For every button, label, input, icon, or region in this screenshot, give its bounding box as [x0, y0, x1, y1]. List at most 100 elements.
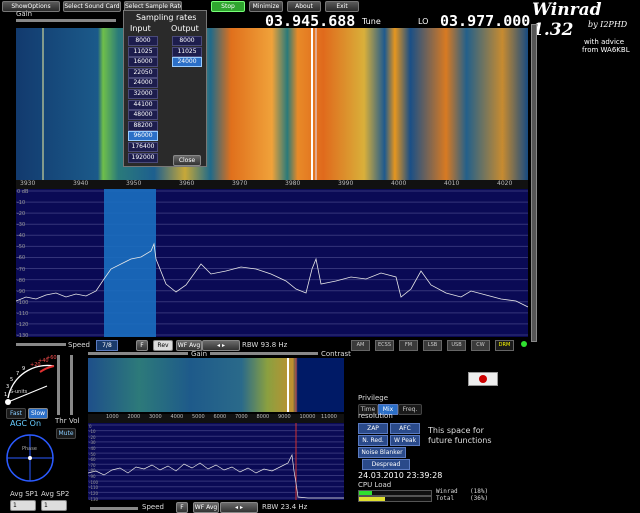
input-rate-option[interactable]: 22050 — [128, 67, 158, 78]
avg-sp1-select[interactable]: 1 — [10, 500, 36, 511]
top-db-tick-label: -100 — [17, 299, 29, 306]
sampling-rates-popup: Sampling rates Input Output 8000 11025 160… — [123, 10, 207, 167]
input-rate-option[interactable]: 176400 — [128, 142, 158, 152]
mode-button-ecss[interactable]: ECSS — [375, 340, 394, 351]
output-rate-option[interactable]: 11025 — [172, 46, 202, 57]
noise-blanker-button[interactable]: Noise Blanker — [358, 447, 406, 458]
phase-label: Phase — [22, 446, 37, 452]
bottom-f-button[interactable]: F — [176, 502, 188, 513]
vol-slider[interactable] — [70, 355, 73, 415]
output-rate-option[interactable]: 8000 — [172, 36, 202, 46]
mode-button-usb[interactable]: USB — [447, 340, 466, 351]
top-gain-label: Gain — [16, 10, 33, 18]
thr-slider[interactable] — [57, 355, 60, 415]
s-meter-scale-label: +60 — [46, 355, 57, 361]
top-speed-slider[interactable] — [16, 343, 66, 346]
output-rate-option[interactable]: 24000 — [172, 57, 202, 68]
top-wf-avg-stepper[interactable]: ◂ ▸ — [202, 340, 240, 351]
top-freq-tick-label: 3980 — [285, 180, 301, 187]
top-spectrum[interactable] — [16, 189, 528, 337]
close-button[interactable]: Close — [173, 155, 201, 166]
zap-button[interactable]: ZAP — [358, 423, 388, 434]
noise-reduction-button[interactable]: N. Red. — [358, 435, 388, 446]
top-wf-avg-button[interactable]: WF Avg — [176, 340, 202, 351]
bottom-waterfall[interactable] — [88, 358, 344, 412]
top-db-tick-label: -10 — [17, 200, 26, 207]
mode-button-fm[interactable]: FM — [399, 340, 418, 351]
top-f-button[interactable]: F — [136, 340, 148, 351]
tune-frequency[interactable]: 03.945.688 — [265, 12, 356, 30]
mode-button-drm[interactable]: DRM — [495, 340, 514, 351]
top-waterfall[interactable] — [16, 28, 528, 180]
contrast-slider[interactable] — [210, 352, 318, 355]
agc-slow-button[interactable]: Slow — [28, 408, 48, 419]
minimize-button[interactable]: Minimize — [249, 1, 283, 12]
avg-sp2-select[interactable]: 1 — [41, 500, 67, 511]
show-options-button[interactable]: ShowOptions — [2, 1, 60, 12]
bottom-freq-tick-label: 3000 — [149, 414, 162, 420]
speed-value[interactable]: 7/8 — [96, 340, 118, 351]
mix-resolution-button[interactable]: Mix — [378, 404, 398, 415]
bottom-db-tick-label: -110 — [89, 485, 99, 491]
thr-label: Thr — [55, 417, 67, 425]
bottom-freq-tick-label: 5000 — [192, 414, 205, 420]
input-rate-option[interactable]: 48000 — [128, 110, 158, 121]
bottom-freq-tick-label: 7000 — [235, 414, 248, 420]
future-functions-line-2: future functions — [428, 436, 492, 445]
exit-button[interactable]: Exit — [325, 1, 359, 12]
top-db-tick-label: -120 — [17, 321, 29, 328]
despread-button[interactable]: Despread — [362, 459, 410, 470]
mode-button-cw[interactable]: CW — [471, 340, 490, 351]
bottom-db-tick-label: -40 — [89, 445, 96, 451]
input-rate-option[interactable]: 192000 — [128, 152, 158, 163]
input-rate-option[interactable]: 24000 — [128, 78, 158, 89]
mode-button-lsb[interactable]: LSB — [423, 340, 442, 351]
top-db-tick-label: -30 — [17, 222, 26, 229]
stop-button[interactable]: Stop — [211, 1, 245, 12]
afc-button[interactable]: AFC — [390, 423, 420, 434]
select-sound-card-button[interactable]: Select Sound Card — [63, 1, 121, 12]
w-peak-button[interactable]: W Peak — [390, 435, 420, 446]
input-rate-option[interactable]: 8000 — [128, 36, 158, 46]
bottom-gain-slider[interactable] — [88, 352, 188, 355]
top-rbw-text: RBW 93.8 Hz — [242, 341, 288, 349]
rev-button[interactable]: Rev — [153, 340, 173, 351]
top-db-tick-label: -130 — [17, 333, 29, 339]
bottom-wf-avg-button[interactable]: WF Avg — [193, 502, 219, 513]
time-resolution-button[interactable]: Time — [358, 404, 378, 415]
s-units-label: S-units — [10, 389, 28, 395]
bottom-spectrum[interactable] — [88, 423, 344, 500]
top-freq-tick-label: 3950 — [126, 180, 142, 187]
input-rate-option[interactable]: 88200 — [128, 120, 158, 131]
input-rate-option[interactable]: 16000 — [128, 57, 158, 68]
app-author: by I2PHD — [588, 20, 628, 29]
future-functions-line-1: This space for — [428, 426, 484, 435]
bottom-freq-tick-label: 9000 — [278, 414, 291, 420]
top-freq-tick-label: 4000 — [391, 180, 407, 187]
top-freq-tick-label: 3940 — [73, 180, 89, 187]
mute-button[interactable]: Mute — [56, 428, 76, 439]
output-rate-list: 8000 11025 24000 — [172, 36, 202, 76]
top-freq-tick-label: 4020 — [497, 180, 513, 187]
input-rate-option[interactable]: 96000 — [128, 131, 158, 142]
lo-frequency[interactable]: 03.977.000 — [440, 12, 531, 30]
freq-resolution-button[interactable]: Freq. — [398, 404, 422, 415]
record-button[interactable] — [468, 372, 498, 386]
bottom-speed-slider[interactable] — [90, 507, 138, 510]
right-vertical-slider[interactable] — [531, 24, 537, 342]
s-meter-needle — [7, 385, 48, 403]
input-rate-option[interactable]: 32000 — [128, 89, 158, 99]
top-gain-slider[interactable] — [16, 19, 116, 22]
bottom-db-tick-label: -130 — [89, 496, 99, 502]
bottom-freq-tick-label: 2000 — [127, 414, 141, 420]
bottom-wf-avg-stepper[interactable]: ◂ ▸ — [220, 502, 258, 513]
input-rate-option[interactable]: 44100 — [128, 99, 158, 110]
winrad-cpu-bar — [358, 490, 432, 496]
agc-fast-button[interactable]: Fast — [6, 408, 26, 419]
about-button[interactable]: About — [287, 1, 321, 12]
input-rate-list: 8000 11025 16000 22050 24000 32000 44100 48000 8… — [128, 36, 158, 166]
input-rate-option[interactable]: 11025 — [128, 46, 158, 57]
bottom-spectrum-trace — [88, 453, 344, 499]
date-time: 24.03.2010 23:39:28 — [358, 471, 443, 480]
mode-button-am[interactable]: AM — [351, 340, 370, 351]
